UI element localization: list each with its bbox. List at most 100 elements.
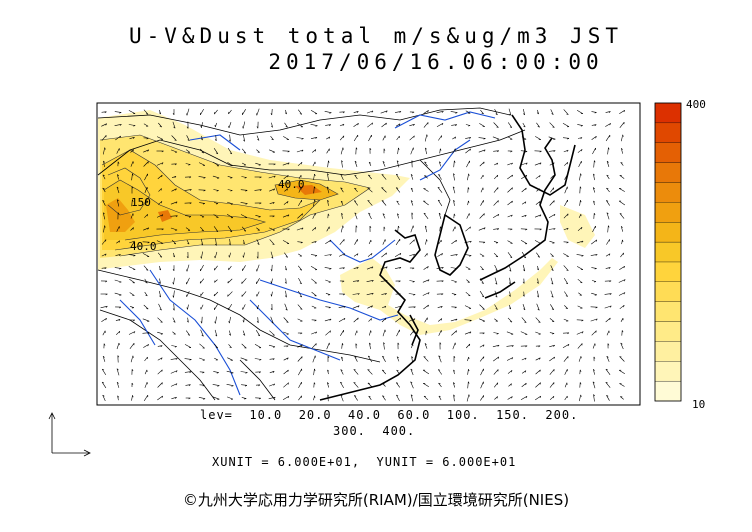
wind-vector-head bbox=[595, 306, 598, 309]
wind-vector-head bbox=[354, 160, 357, 163]
wind-vector bbox=[185, 330, 191, 336]
wind-vector-head bbox=[440, 148, 442, 151]
wind-vector bbox=[156, 240, 164, 244]
wind-vector bbox=[411, 343, 413, 349]
wind-vector bbox=[424, 343, 428, 349]
wind-vector-head bbox=[525, 151, 528, 153]
wind-vector-head bbox=[396, 394, 399, 397]
wind-vector bbox=[508, 383, 512, 387]
wind-vector-head bbox=[259, 189, 262, 192]
wind-vector bbox=[535, 382, 541, 388]
wind-vector-head bbox=[189, 176, 192, 179]
wind-vector bbox=[578, 160, 582, 168]
wind-vector bbox=[591, 267, 597, 269]
wind-vector bbox=[508, 304, 512, 310]
wind-vector-head bbox=[593, 200, 596, 203]
wind-vector bbox=[451, 239, 457, 245]
wind-vector-head bbox=[539, 214, 542, 217]
wind-vector bbox=[493, 174, 499, 180]
wind-vector bbox=[381, 252, 387, 258]
wind-vector-head bbox=[242, 126, 244, 129]
wind-vector-head bbox=[105, 305, 108, 308]
wind-vector bbox=[396, 200, 400, 206]
wind-vector bbox=[157, 252, 163, 258]
wind-vector bbox=[171, 239, 177, 245]
wind-vector bbox=[325, 293, 331, 295]
wind-vector-head bbox=[354, 395, 357, 397]
wind-vector-head bbox=[608, 253, 611, 256]
wind-vector bbox=[367, 305, 373, 309]
wind-vector bbox=[226, 213, 234, 219]
wind-vector-head bbox=[495, 282, 498, 285]
wind-vector bbox=[212, 384, 220, 386]
wind-vector-head bbox=[410, 174, 413, 176]
wind-vector bbox=[171, 396, 177, 400]
wind-vector bbox=[619, 383, 625, 387]
wind-vector bbox=[410, 147, 414, 155]
wind-vector bbox=[535, 317, 541, 323]
wind-vector bbox=[548, 213, 556, 219]
wind-vector-head bbox=[593, 394, 596, 397]
wind-vector-head bbox=[326, 186, 329, 189]
wind-vector bbox=[578, 356, 582, 362]
wind-vector-head bbox=[453, 394, 456, 397]
wind-vector bbox=[606, 161, 610, 167]
wind-vector bbox=[340, 187, 344, 193]
wind-vector bbox=[423, 304, 429, 310]
wind-vector-head bbox=[342, 293, 345, 296]
wind-vector-head bbox=[609, 293, 612, 296]
wind-vector bbox=[186, 135, 190, 141]
wind-vector-head bbox=[580, 125, 583, 127]
wind-vector bbox=[327, 369, 329, 375]
wind-vector-head bbox=[200, 321, 203, 324]
wind-vector-head bbox=[593, 212, 596, 216]
wind-vector-head bbox=[101, 381, 105, 384]
wind-vector-head bbox=[623, 305, 625, 308]
wind-vector-head bbox=[147, 344, 149, 347]
wind-vector-head bbox=[581, 227, 583, 230]
wind-vector-head bbox=[411, 356, 414, 359]
wind-vector bbox=[478, 137, 486, 139]
wind-vector-head bbox=[398, 280, 401, 283]
wind-vector bbox=[297, 344, 303, 348]
wind-vector bbox=[507, 162, 513, 166]
wind-vector-head bbox=[327, 355, 330, 358]
wind-vector bbox=[410, 381, 414, 389]
wind-vector-head bbox=[399, 317, 401, 320]
wind-vector-head bbox=[270, 113, 273, 116]
wind-vector bbox=[227, 176, 233, 178]
wind-vector-head bbox=[453, 213, 456, 216]
wind-vector bbox=[478, 227, 486, 231]
wind-vector-head bbox=[340, 394, 343, 397]
wind-vector bbox=[410, 368, 414, 376]
wind-vector-head bbox=[172, 268, 175, 271]
wind-vector bbox=[423, 200, 429, 206]
wind-vector bbox=[605, 369, 611, 375]
wind-vector bbox=[144, 173, 148, 181]
wind-vector bbox=[170, 383, 178, 387]
wind-vector-head bbox=[551, 255, 554, 257]
wind-vector-head bbox=[439, 342, 442, 345]
colorbar-band bbox=[654, 380, 682, 402]
wind-vector-head bbox=[203, 189, 206, 192]
wind-vector bbox=[605, 123, 611, 127]
wind-vector bbox=[312, 213, 316, 219]
wind-vector-head bbox=[497, 356, 500, 359]
wind-vector-head bbox=[496, 396, 498, 399]
contour-label: 40.0 bbox=[130, 240, 157, 253]
wind-vector bbox=[507, 370, 513, 374]
wind-vector-head bbox=[594, 281, 597, 283]
wind-vector-head bbox=[525, 162, 528, 165]
wind-vector-head bbox=[455, 330, 457, 333]
wind-vector bbox=[114, 124, 122, 126]
wind-vector bbox=[494, 396, 498, 400]
wind-vector bbox=[521, 370, 527, 374]
wind-vector bbox=[353, 111, 359, 113]
wind-vector-head bbox=[174, 139, 177, 141]
wind-vector-head bbox=[340, 200, 343, 203]
wind-vector bbox=[549, 162, 555, 166]
wind-vector-head bbox=[313, 382, 316, 385]
wind-vector bbox=[619, 109, 625, 115]
wind-vector-head bbox=[259, 176, 262, 179]
wind-vector bbox=[227, 291, 233, 297]
